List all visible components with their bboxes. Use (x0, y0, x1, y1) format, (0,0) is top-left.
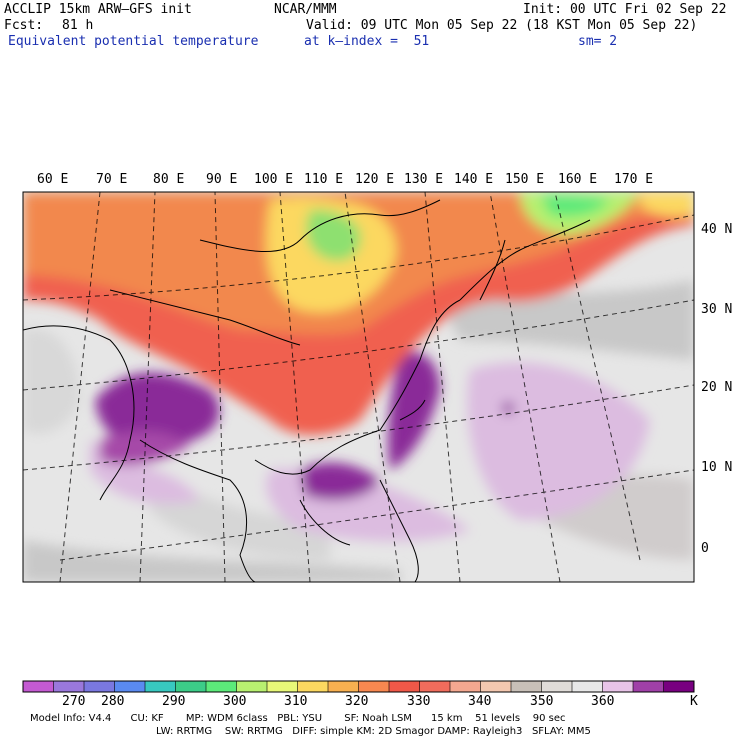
colorbar-tick-360: 360 (591, 694, 615, 709)
colorbar-tick-340: 340 (468, 694, 492, 709)
colorbar-swatch (206, 681, 237, 692)
lat-label-0: 0 (701, 541, 709, 556)
lon-label-60e: 60 E (37, 172, 69, 187)
colorbar-swatch (480, 681, 512, 692)
lon-label-170e: 170 E (614, 172, 654, 187)
colorbar-tick-320: 320 (345, 694, 369, 709)
lon-label-90e: 90 E (206, 172, 238, 187)
colorbar-swatch (389, 681, 420, 692)
colorbar-tick-290: 290 (162, 694, 186, 709)
model-title: ACCLIP 15km ARW–GFS init (4, 2, 192, 17)
colorbar-tick-270: 270 (62, 694, 86, 709)
colorbar-swatch (572, 681, 603, 692)
colorbar-swatch (419, 681, 451, 692)
colorbar-swatch (145, 681, 176, 692)
colorbar-swatch (663, 681, 695, 692)
lon-label-150e: 150 E (505, 172, 545, 187)
colorbar-swatch (267, 681, 298, 692)
colorbar-tick-350: 350 (530, 694, 554, 709)
colorbar-swatch (602, 681, 634, 692)
smoothing-label: sm= 2 (578, 34, 618, 49)
colorbar-tick-330: 330 (407, 694, 431, 709)
colorbar-tick-280: 280 (101, 694, 125, 709)
lat-label-30n: 30 N (701, 302, 733, 317)
lat-label-20n: 20 N (701, 380, 733, 395)
colorbar-swatch (541, 681, 573, 692)
colorbar-swatch (328, 681, 359, 692)
lat-label-10n: 10 N (701, 460, 733, 475)
footer-model-info: Model Info: V4.4 CU: KF MP: WDM 6class P… (30, 713, 566, 724)
init-time: Init: 00 UTC Fri 02 Sep 22 (523, 2, 727, 17)
colorbar-swatch (236, 681, 268, 692)
colorbar-tick-310: 310 (284, 694, 308, 709)
lon-label-140e: 140 E (454, 172, 494, 187)
colorbar-swatch (633, 681, 664, 692)
colorbar-swatch (23, 681, 54, 692)
colorbar-swatch (114, 681, 146, 692)
colorbar-swatch (175, 681, 207, 692)
forecast-hour: 81 h (62, 18, 94, 33)
forecast-label: Fcst: (4, 18, 44, 33)
map-frame (22, 191, 695, 583)
footer-physics-info: LW: RRTMG SW: RRTMG DIFF: simple KM: 2D … (156, 726, 591, 737)
lon-label-120e: 120 E (355, 172, 395, 187)
colorbar-swatch (53, 681, 85, 692)
colorbar-swatch (358, 681, 390, 692)
lon-label-100e: 100 E (254, 172, 294, 187)
colorbar-swatch (450, 681, 481, 692)
lon-label-80e: 80 E (153, 172, 185, 187)
colorbar (22, 680, 695, 693)
lon-label-130e: 130 E (404, 172, 444, 187)
colorbar-swatch (511, 681, 542, 692)
lon-label-160e: 160 E (558, 172, 598, 187)
lon-label-70e: 70 E (96, 172, 128, 187)
colorbar-tick-300: 300 (223, 694, 247, 709)
organization-label: NCAR/MMM (274, 2, 337, 17)
field-name: Equivalent potential temperature (8, 34, 259, 49)
level-index: at k–index = 51 (304, 34, 430, 49)
lon-label-110e: 110 E (304, 172, 344, 187)
colorbar-swatch (297, 681, 329, 692)
lat-label-40n: 40 N (701, 222, 733, 237)
colorbar-unit: K (690, 694, 698, 709)
colorbar-swatch (84, 681, 115, 692)
valid-time: Valid: 09 UTC Mon 05 Sep 22 (18 KST Mon … (306, 18, 698, 33)
